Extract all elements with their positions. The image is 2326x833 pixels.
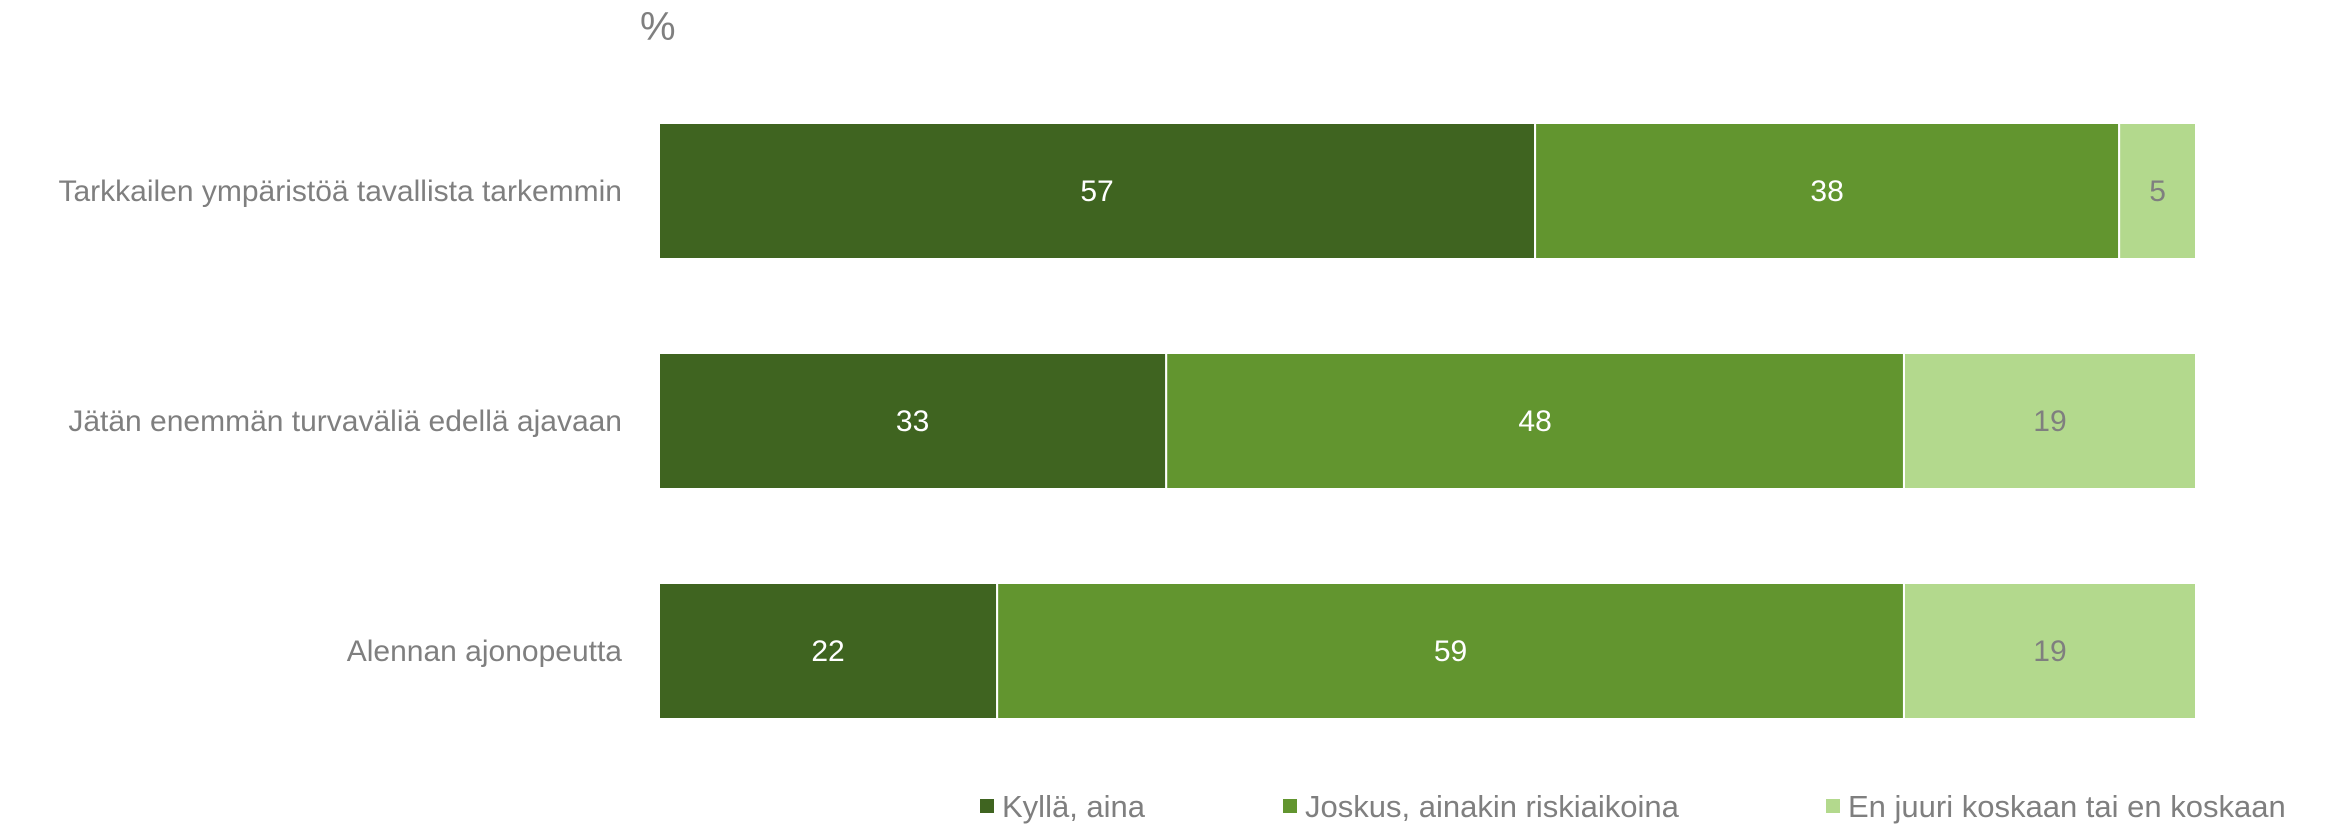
value-label-kylla-aina-1: 57 [1080,175,1113,208]
category-label-tarkkailen-ymparistoa-tavallista-tarkemmin: Tarkkailen ympäristöä tavallista tarkemm… [58,175,622,208]
bar-kylla-aina-1 [658,122,1537,260]
value-label-joskus-ainakin-riskiaikoina-2: 48 [1518,405,1551,438]
legend-swatch-en-juuri-koskaan-tai-en-koskaan [1826,799,1840,813]
legend-label-en-juuri-koskaan-tai-en-koskaan: En juuri koskaan tai en koskaan [1848,789,2286,824]
value-label-en-juuri-koskaan-tai-en-koskaan-3: 19 [2033,635,2066,668]
bar-joskus-ainakin-riskiaikoina-1 [1534,122,2121,260]
bar-kylla-aina-3 [658,582,999,720]
legend-swatch-joskus-ainakin-riskiaikoina [1283,799,1297,813]
bar-joskus-ainakin-riskiaikoina-2 [1165,352,1905,490]
value-label-en-juuri-koskaan-tai-en-koskaan-1: 5 [2149,175,2166,208]
bar-en-juuri-koskaan-tai-en-koskaan-1 [2118,122,2197,260]
bar-en-juuri-koskaan-tai-en-koskaan-3 [1902,582,2197,720]
category-label-alennan-ajonopeutta: Alennan ajonopeutta [347,635,623,668]
value-label-kylla-aina-2: 33 [896,405,929,438]
category-label-jatan-enemman-turvavalia-edella-ajavaan: Jätän enemmän turvaväliä edellä ajavaan [68,405,622,438]
bar-en-juuri-koskaan-tai-en-koskaan-2 [1902,352,2197,490]
value-labels: 57 38 5 33 48 19 22 59 19 [811,175,2166,668]
legend: Kyllä, aina Joskus, ainakin riskiaikoina E… [980,789,2286,824]
value-label-kylla-aina-3: 22 [811,635,844,668]
legend-swatch-kylla-aina [980,799,994,813]
legend-label-kylla-aina: Kyllä, aina [1002,789,1146,824]
value-label-joskus-ainakin-riskiaikoina-3: 59 [1434,635,1467,668]
bar-kylla-aina-2 [658,352,1168,490]
value-label-en-juuri-koskaan-tai-en-koskaan-2: 19 [2033,405,2066,438]
value-label-joskus-ainakin-riskiaikoina-1: 38 [1810,175,1843,208]
bars [658,122,2197,720]
legend-label-joskus-ainakin-riskiaikoina: Joskus, ainakin riskiaikoina [1305,789,1680,824]
bar-joskus-ainakin-riskiaikoina-3 [996,582,1905,720]
unit-label: % [640,5,676,49]
category-labels: Tarkkailen ympäristöä tavallista tarkemm… [58,175,622,668]
